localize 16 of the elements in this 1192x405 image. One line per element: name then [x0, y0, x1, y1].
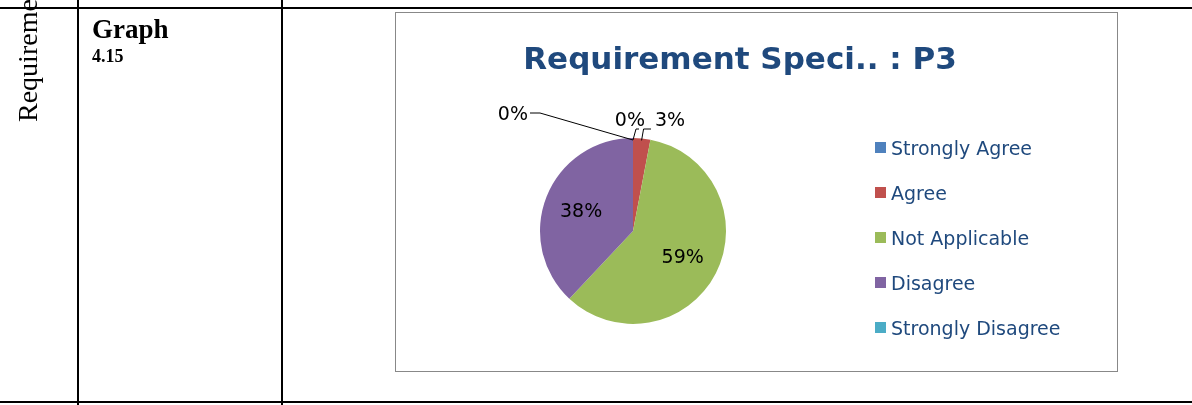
text: 0% [614, 108, 645, 130]
legend-label: Strongly Disagree [891, 316, 1061, 339]
pie-slice [540, 138, 633, 299]
text: 4.15 [92, 46, 124, 67]
legend-label: Disagree [891, 271, 976, 294]
data-label: 3% [655, 108, 686, 130]
legend-label: Strongly Agree [891, 136, 1033, 159]
legend-label: Not Applicable [891, 226, 1030, 249]
text: 0% [497, 102, 528, 124]
pie-slice [633, 138, 651, 231]
text: Requireme [12, 0, 44, 122]
data-label: 38% [560, 199, 603, 222]
text: Graph [92, 14, 169, 45]
legend-label: Agree [891, 181, 947, 204]
data-label: 59% [661, 245, 704, 268]
chart-title: Requirement Speci.. : P3 [522, 40, 958, 76]
